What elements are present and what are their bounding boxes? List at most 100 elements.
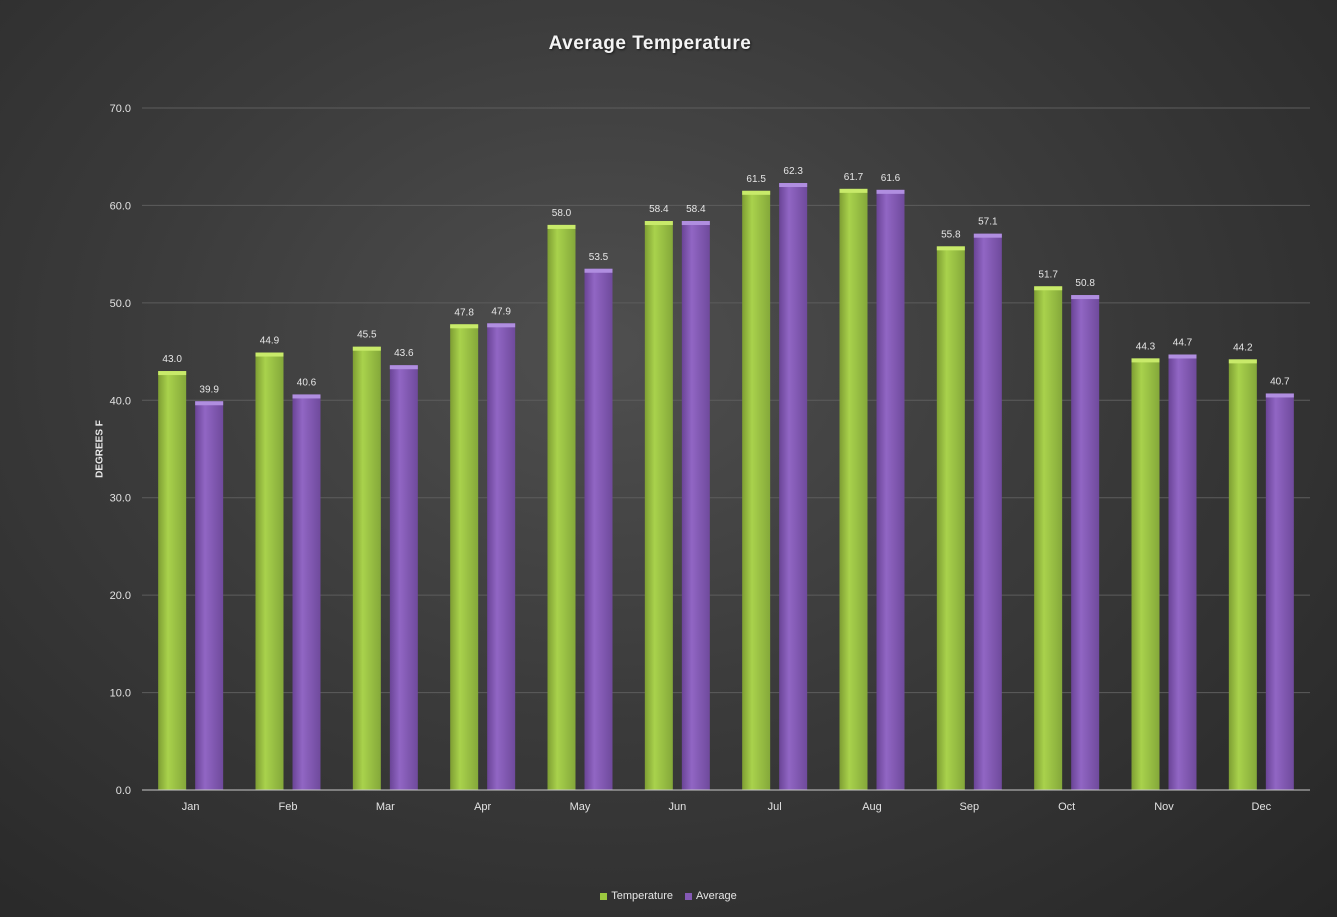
bar-cap [1228, 359, 1257, 364]
bar-cap [1265, 393, 1294, 398]
bars [158, 183, 1294, 791]
x-tick-label: Jul [768, 801, 782, 813]
bar-cap [292, 394, 321, 399]
bar-cap [779, 183, 808, 188]
bar-cap [487, 323, 516, 328]
y-tick-label: 0.0 [116, 785, 131, 797]
data-label: 62.3 [783, 166, 803, 177]
bar-cap [839, 188, 868, 193]
y-tick-label: 20.0 [110, 590, 131, 602]
legend: Temperature Average [0, 890, 1337, 902]
data-label: 44.7 [1173, 337, 1193, 348]
data-label: 40.6 [297, 377, 317, 388]
x-tick-label: Jun [668, 801, 686, 813]
bar-temperature-mar [352, 346, 381, 790]
data-label: 61.6 [881, 173, 901, 184]
bar-cap [973, 233, 1002, 238]
x-tick-label: Aug [862, 801, 882, 813]
legend-swatch-average [684, 892, 692, 900]
bar-temperature-jun [644, 221, 673, 790]
data-label: 58.4 [686, 204, 706, 215]
bar-average-feb [292, 394, 321, 790]
bar-cap [876, 189, 905, 194]
bar-average-oct [1071, 295, 1100, 790]
data-label: 47.9 [491, 306, 511, 317]
bar-average-dec [1265, 393, 1294, 790]
data-label: 44.9 [260, 336, 280, 347]
x-tick-label: Apr [474, 801, 491, 813]
data-label: 47.8 [454, 307, 474, 318]
chart-title: Average Temperature [548, 33, 752, 54]
bar-cap [644, 221, 673, 226]
bar-cap [255, 352, 284, 357]
data-label: 44.3 [1136, 341, 1156, 352]
bar-cap [1034, 286, 1063, 291]
data-label: 53.5 [589, 252, 609, 263]
y-tick-label: 40.0 [110, 395, 131, 407]
bar-cap [1131, 358, 1160, 363]
data-label: 40.7 [1270, 376, 1290, 387]
legend-item-temperature: Temperature [600, 890, 673, 902]
data-label: 58.4 [649, 204, 669, 215]
bar-cap [584, 268, 613, 273]
bar-temperature-aug [839, 188, 868, 790]
x-tick-label: Dec [1252, 801, 1272, 813]
data-label: 61.7 [844, 172, 864, 183]
bar-temperature-dec [1228, 359, 1257, 790]
bar-temperature-may [547, 224, 576, 790]
bar-cap [1071, 295, 1100, 300]
x-tick-labels: Jan Feb Mar Apr May Jun Jul Aug Sep Oct Nov Dec [182, 801, 1272, 813]
bar-average-jul [779, 183, 808, 790]
bar-average-sep [973, 233, 1002, 790]
bar-cap [547, 224, 576, 229]
data-label: 45.5 [357, 330, 377, 341]
bar-average-apr [487, 323, 516, 790]
bar-cap [195, 401, 224, 406]
bar-temperature-nov [1131, 358, 1160, 790]
data-labels: 43.0 39.9 44.9 40.6 45.5 43.6 47.8 47.9 58.0 53.5… [162, 166, 1290, 395]
y-tick-labels: 0.0 10.0 20.0 30.0 40.0 50.0 60.0 70.0 [110, 103, 131, 797]
bar-cap [352, 346, 381, 351]
y-tick-label: 10.0 [110, 688, 131, 700]
bar-cap [158, 371, 187, 376]
data-label: 57.1 [978, 217, 998, 228]
data-label: 55.8 [941, 229, 961, 240]
data-label: 51.7 [1038, 269, 1058, 280]
legend-label-average: Average [695, 890, 737, 902]
bar-cap [450, 324, 479, 329]
x-tick-label: Jan [182, 801, 200, 813]
bar-average-jan [195, 401, 224, 790]
legend-item-average: Average [684, 890, 737, 902]
legend-swatch-temperature [600, 892, 608, 900]
bar-cap [389, 365, 418, 370]
x-tick-label: Mar [376, 801, 395, 813]
y-tick-label: 30.0 [110, 493, 131, 505]
data-label: 43.0 [162, 354, 182, 365]
x-tick-label: Nov [1154, 801, 1174, 813]
bar-cap [936, 246, 965, 251]
bar-average-may [584, 268, 613, 790]
x-tick-label: Sep [960, 801, 980, 813]
bar-temperature-jul [742, 190, 771, 791]
bar-cap [1168, 354, 1197, 359]
y-tick-label: 50.0 [110, 298, 131, 310]
legend-label-temperature: Temperature [611, 890, 673, 902]
bar-temperature-apr [450, 324, 479, 790]
data-label: 44.2 [1233, 342, 1253, 353]
bar-temperature-feb [255, 352, 284, 790]
bar-cap [742, 190, 771, 195]
bar-average-mar [389, 365, 418, 790]
x-tick-label: May [570, 801, 591, 813]
x-tick-label: Feb [279, 801, 298, 813]
data-label: 39.9 [199, 384, 219, 395]
data-label: 61.5 [746, 174, 766, 185]
bar-temperature-sep [936, 246, 965, 790]
y-tick-label: 60.0 [110, 200, 131, 212]
bar-temperature-oct [1034, 286, 1063, 790]
x-tick-label: Oct [1058, 801, 1075, 813]
data-label: 50.8 [1075, 278, 1095, 289]
bar-average-nov [1168, 354, 1197, 790]
bar-cap [681, 221, 710, 226]
